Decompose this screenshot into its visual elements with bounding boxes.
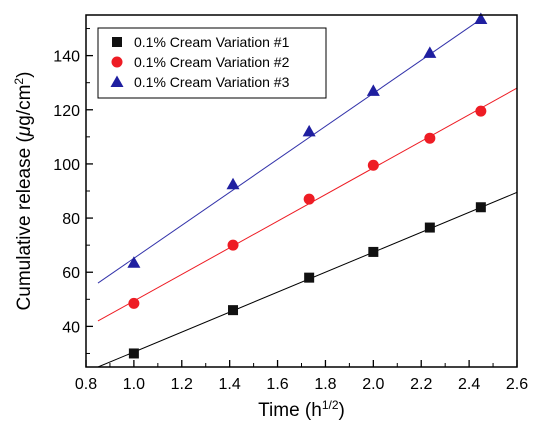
x-tick-label: 1.4: [219, 376, 241, 393]
x-axis-title-superscript: 1/2: [322, 398, 339, 412]
data-point-series-1: [228, 305, 239, 316]
legend-label-series-3: 0.1% Cream Variation #3: [134, 74, 290, 90]
data-point-series-3: [423, 46, 437, 58]
data-point-series-1: [128, 348, 139, 359]
legend-marker-series-2: [111, 56, 123, 68]
x-axis-title: Time (h1/2): [258, 398, 345, 421]
x-tick-label: 2.0: [362, 376, 384, 393]
data-point-series-3: [226, 177, 240, 190]
y-tick-label: 40: [62, 319, 80, 336]
legend: 0.1% Cream Variation #1 0.1% Cream Variat…: [97, 27, 327, 99]
data-point-series-1: [424, 222, 435, 233]
y-tick-label: 120: [53, 103, 80, 120]
data-point-series-2: [303, 193, 315, 205]
x-tick-label: 0.8: [75, 376, 97, 393]
y-axis-title-unit: g/cm: [14, 85, 35, 126]
legend-box: [97, 27, 327, 99]
x-tick-label: 1.0: [123, 376, 145, 393]
data-point-series-3: [127, 256, 141, 268]
y-tick-label: 100: [53, 157, 80, 174]
data-point-series-1: [304, 272, 315, 283]
y-tick-label: 80: [62, 211, 80, 228]
y-axis-title-superscript: 2: [12, 78, 26, 85]
legend-label-series-2: 0.1% Cream Variation #2: [134, 54, 290, 70]
data-point-series-3: [366, 84, 380, 96]
axis-ticks: 0.8 1.0 1.2 1.4 1.6 1.8 2.0 2.2 2.4 2.6 40 60 80 100 1…: [53, 28, 528, 393]
y-axis-title-text: Cumulative release (: [14, 136, 35, 311]
fit-line-series-2: [97, 87, 517, 322]
y-axis-title-mu: μ: [14, 125, 35, 137]
y-axis-title: Cumulative release (μg/cm2): [12, 72, 35, 311]
data-point-series-1: [368, 246, 379, 257]
data-markers: [127, 12, 488, 359]
data-point-series-3: [474, 12, 488, 25]
y-axis-title-tail: ): [14, 72, 35, 78]
legend-marker-series-1: [112, 37, 122, 47]
x-tick-label: 2.6: [506, 376, 528, 393]
x-axis-title-tail: ): [339, 400, 345, 421]
data-point-series-1: [475, 202, 486, 213]
y-tick-label: 60: [62, 265, 80, 282]
data-point-series-2: [227, 239, 239, 251]
x-tick-label: 1.2: [171, 376, 193, 393]
legend-marker-series-3: [110, 75, 124, 87]
x-axis-title-text: Time (h: [258, 400, 322, 421]
x-tick-label: 2.2: [410, 376, 432, 393]
data-point-series-2: [424, 132, 436, 144]
legend-label-series-1: 0.1% Cream Variation #1: [134, 34, 290, 50]
data-point-series-2: [367, 159, 379, 171]
fit-line-series-3: [97, 18, 482, 284]
data-point-series-2: [475, 105, 487, 117]
x-tick-label: 1.6: [266, 376, 288, 393]
data-point-series-2: [128, 297, 140, 309]
y-tick-label: 140: [53, 49, 80, 66]
x-tick-label: 1.8: [314, 376, 336, 393]
data-point-series-3: [302, 124, 316, 137]
x-tick-label: 2.4: [458, 376, 480, 393]
